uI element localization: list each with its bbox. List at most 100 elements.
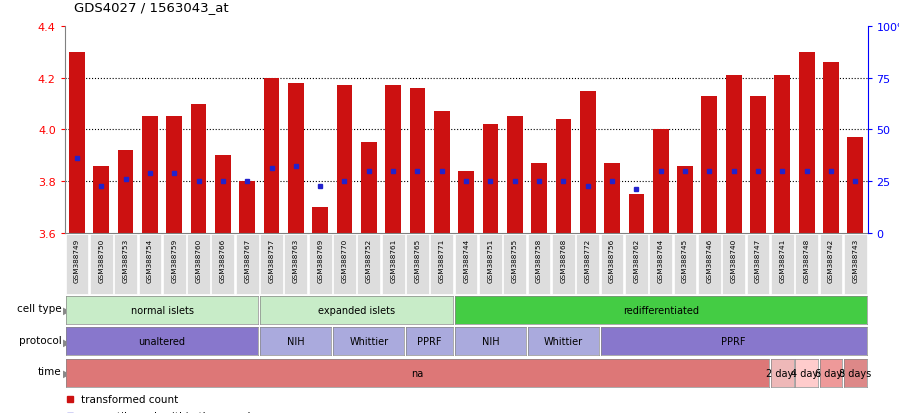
Text: GSM388764: GSM388764 [658, 237, 663, 282]
Text: Whittier: Whittier [349, 337, 388, 347]
Bar [312, 207, 328, 233]
Bar [507, 117, 522, 233]
FancyBboxPatch shape [576, 235, 599, 294]
Text: unaltered: unaltered [138, 337, 185, 347]
Text: 2 days: 2 days [766, 368, 798, 378]
FancyBboxPatch shape [406, 235, 429, 294]
FancyBboxPatch shape [284, 235, 307, 294]
Text: ▶: ▶ [63, 368, 70, 378]
Bar [483, 125, 498, 233]
Text: GSM388740: GSM388740 [731, 237, 737, 282]
Text: NIH: NIH [482, 337, 499, 347]
FancyBboxPatch shape [844, 235, 867, 294]
Text: ▶: ▶ [63, 305, 70, 315]
Bar [580, 91, 596, 233]
Bar [93, 166, 109, 233]
FancyBboxPatch shape [601, 235, 624, 294]
Bar [215, 156, 231, 233]
Text: Whittier: Whittier [544, 337, 583, 347]
Bar [725, 76, 742, 233]
Bar [336, 86, 352, 233]
Text: GSM388763: GSM388763 [293, 237, 298, 282]
Bar [750, 97, 766, 233]
Text: na: na [412, 368, 423, 378]
Text: GDS4027 / 1563043_at: GDS4027 / 1563043_at [74, 2, 228, 14]
Text: GSM388743: GSM388743 [852, 237, 859, 282]
Text: GSM388761: GSM388761 [390, 237, 396, 282]
FancyBboxPatch shape [796, 235, 818, 294]
Text: GSM388746: GSM388746 [707, 237, 712, 282]
FancyBboxPatch shape [479, 235, 502, 294]
Text: 4 days: 4 days [790, 368, 823, 378]
Text: redifferentiated: redifferentiated [623, 305, 699, 315]
Bar [360, 143, 377, 233]
FancyBboxPatch shape [114, 235, 137, 294]
Bar [604, 164, 620, 233]
Text: GSM388765: GSM388765 [414, 237, 421, 282]
FancyBboxPatch shape [503, 235, 526, 294]
FancyBboxPatch shape [211, 235, 235, 294]
Text: GSM388760: GSM388760 [195, 237, 201, 282]
FancyBboxPatch shape [698, 235, 721, 294]
FancyBboxPatch shape [723, 235, 745, 294]
Bar [628, 195, 645, 233]
Bar [653, 130, 669, 233]
Bar [166, 117, 182, 233]
FancyBboxPatch shape [747, 235, 770, 294]
FancyBboxPatch shape [334, 235, 356, 294]
Bar [410, 89, 425, 233]
Text: GSM388767: GSM388767 [245, 237, 250, 282]
FancyBboxPatch shape [771, 235, 794, 294]
Text: GSM388747: GSM388747 [755, 237, 761, 282]
Bar [701, 97, 717, 233]
FancyBboxPatch shape [236, 235, 259, 294]
Text: GSM388756: GSM388756 [610, 237, 615, 282]
Text: GSM388753: GSM388753 [122, 237, 129, 282]
Text: expanded islets: expanded islets [318, 305, 396, 315]
Bar [386, 86, 401, 233]
FancyBboxPatch shape [431, 235, 453, 294]
Bar [69, 53, 85, 233]
FancyBboxPatch shape [358, 235, 380, 294]
Bar [458, 171, 474, 233]
FancyBboxPatch shape [455, 235, 477, 294]
Text: transformed count: transformed count [81, 394, 178, 404]
Text: GSM388766: GSM388766 [220, 237, 226, 282]
Bar [677, 166, 693, 233]
FancyBboxPatch shape [66, 235, 88, 294]
Text: GSM388748: GSM388748 [804, 237, 810, 282]
Text: GSM388741: GSM388741 [779, 237, 786, 282]
FancyBboxPatch shape [187, 235, 209, 294]
FancyBboxPatch shape [163, 235, 185, 294]
Bar [848, 138, 863, 233]
FancyBboxPatch shape [673, 235, 697, 294]
Bar [142, 117, 158, 233]
Text: percentile rank within the sample: percentile rank within the sample [81, 411, 257, 413]
FancyBboxPatch shape [649, 235, 672, 294]
Bar [531, 164, 547, 233]
Text: GSM388751: GSM388751 [487, 237, 494, 282]
FancyBboxPatch shape [552, 235, 574, 294]
Bar [239, 182, 255, 233]
Text: cell type: cell type [17, 304, 62, 313]
Text: GSM388745: GSM388745 [682, 237, 688, 282]
FancyBboxPatch shape [90, 235, 112, 294]
Bar [556, 120, 572, 233]
Text: GSM388755: GSM388755 [512, 237, 518, 282]
Text: GSM388749: GSM388749 [74, 237, 80, 282]
FancyBboxPatch shape [528, 235, 550, 294]
Bar [263, 78, 280, 233]
Text: PPRF: PPRF [722, 337, 746, 347]
Text: normal islets: normal islets [130, 305, 193, 315]
Text: GSM388742: GSM388742 [828, 237, 834, 282]
Bar [434, 112, 450, 233]
Text: 6 days: 6 days [814, 368, 847, 378]
Text: GSM388772: GSM388772 [584, 237, 591, 282]
Bar [288, 84, 304, 233]
Text: GSM388750: GSM388750 [98, 237, 104, 282]
Text: time: time [38, 366, 62, 376]
FancyBboxPatch shape [820, 235, 842, 294]
Text: GSM388762: GSM388762 [634, 237, 639, 282]
FancyBboxPatch shape [382, 235, 405, 294]
Text: GSM388754: GSM388754 [147, 237, 153, 282]
